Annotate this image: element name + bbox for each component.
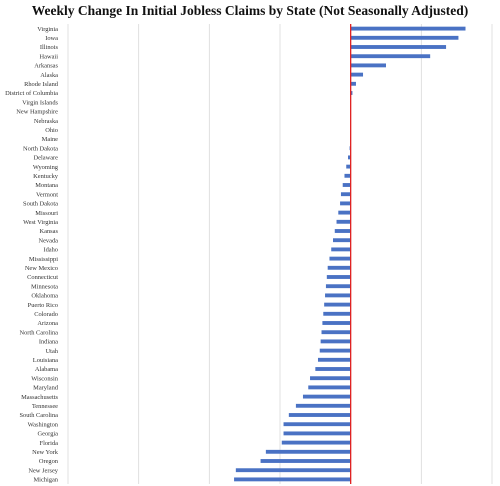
category-label: Arkansas	[34, 63, 58, 70]
bar	[319, 348, 351, 353]
category-label: New York	[32, 449, 59, 456]
bar	[260, 459, 351, 463]
bar	[342, 183, 351, 187]
bar	[350, 91, 353, 95]
bar	[310, 376, 351, 381]
bar	[336, 219, 351, 224]
category-label: Virginia	[37, 26, 58, 33]
category-label: Alaska	[40, 72, 58, 79]
bar	[308, 385, 351, 390]
category-label: South Dakota	[23, 201, 58, 208]
category-label: Louisiana	[33, 357, 58, 364]
category-label: Kentucky	[33, 173, 59, 180]
category-label: Montana	[35, 182, 58, 189]
category-label: Washington	[28, 421, 59, 428]
bar	[320, 339, 351, 344]
category-label: Ohio	[45, 127, 58, 134]
category-label: Virgin Islands	[22, 99, 58, 106]
bar	[344, 173, 351, 178]
category-label: Colorado	[34, 311, 58, 318]
category-label: Georgia	[38, 431, 59, 438]
category-label: Wyoming	[33, 164, 59, 171]
bar	[350, 54, 431, 59]
category-label: New Hampshire	[16, 109, 58, 116]
bar	[283, 422, 351, 427]
bar	[315, 367, 351, 371]
bar	[334, 229, 351, 233]
bar	[234, 477, 351, 482]
category-label: Nebraska	[34, 118, 58, 125]
bar	[325, 293, 351, 298]
category-label: Illinois	[40, 44, 59, 51]
category-label: Oklahoma	[31, 293, 58, 300]
category-label: Maryland	[33, 385, 59, 392]
category-label: Wisconsin	[31, 375, 59, 382]
category-label: Idaho	[43, 247, 58, 254]
category-label: South Carolina	[19, 412, 58, 419]
gridlines	[67, 24, 493, 484]
category-label: District of Columbia	[5, 90, 58, 97]
category-label: Michigan	[34, 477, 59, 484]
bar	[326, 275, 351, 279]
bar	[281, 440, 351, 445]
bar	[325, 284, 351, 289]
category-label: Nevada	[38, 237, 58, 244]
category-label: Arizona	[37, 320, 58, 327]
category-label: Puerto Rico	[28, 302, 58, 309]
bar	[346, 164, 351, 169]
chart-title: Weekly Change In Initial Jobless Claims …	[31, 3, 469, 18]
bar	[317, 357, 351, 362]
category-label: Indiana	[39, 339, 58, 346]
category-label: Rhode Island	[24, 81, 59, 88]
category-label: Missouri	[35, 210, 58, 217]
bar	[295, 403, 351, 408]
category-label: Vermont	[36, 191, 58, 198]
bar	[323, 311, 351, 316]
category-labels: Virginia Iowa Illinois Hawaii Arkansas Alaska…	[5, 26, 59, 484]
category-label: Minnesota	[31, 283, 58, 290]
bar	[288, 413, 351, 417]
bar	[302, 394, 351, 399]
bar	[348, 155, 351, 160]
category-label: Tennessee	[32, 403, 58, 410]
bar	[265, 449, 351, 454]
category-label: Alabama	[35, 366, 58, 373]
category-label: Mississippi	[29, 256, 58, 263]
category-label: Massachusetts	[21, 394, 58, 401]
bar	[350, 72, 364, 77]
bar	[350, 35, 459, 40]
bar	[350, 26, 466, 31]
category-label: North Carolina	[19, 329, 58, 336]
bar	[350, 45, 447, 49]
bar	[322, 321, 351, 325]
bar	[333, 238, 351, 243]
category-label: Connecticut	[27, 274, 58, 281]
category-label: North Dakota	[23, 145, 58, 152]
category-label: Maine	[42, 136, 58, 143]
bar	[350, 63, 386, 68]
bar	[340, 201, 351, 206]
category-label: New Mexico	[25, 265, 58, 272]
bar	[350, 81, 356, 86]
category-label: Kansas	[40, 228, 59, 235]
category-label: New Jersey	[28, 467, 58, 474]
bars	[234, 26, 466, 482]
bar	[329, 256, 351, 261]
category-label: Delaware	[34, 155, 59, 162]
bar	[340, 192, 351, 197]
category-label: Iowa	[45, 35, 58, 42]
bar	[321, 330, 351, 335]
bar	[324, 302, 351, 307]
category-label: Oregon	[39, 458, 59, 465]
bar	[235, 468, 351, 473]
bar	[338, 210, 351, 215]
bar	[331, 247, 351, 252]
category-label: West Virginia	[23, 219, 58, 226]
category-label: Hawaii	[40, 53, 59, 60]
bar	[327, 265, 351, 270]
category-label: Florida	[40, 440, 59, 447]
category-label: Utah	[46, 348, 59, 355]
bar	[283, 431, 351, 436]
